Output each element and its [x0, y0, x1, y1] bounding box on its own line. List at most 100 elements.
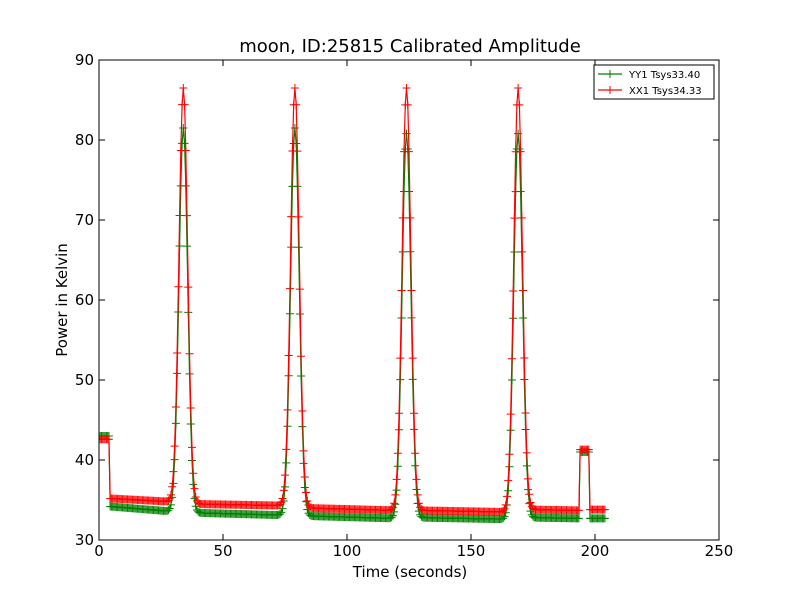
data-point	[509, 286, 518, 295]
data-point	[387, 513, 396, 522]
data-point	[525, 490, 534, 499]
plot-area	[99, 84, 609, 524]
series-markers	[99, 124, 609, 524]
data-point	[164, 496, 173, 505]
data-point	[191, 492, 200, 501]
data-point	[279, 486, 288, 495]
legend-label: YY1 Tsys33.40	[628, 70, 700, 81]
data-point	[520, 354, 529, 363]
data-point	[505, 450, 514, 459]
data-point	[502, 492, 511, 501]
data-point	[276, 510, 285, 519]
data-point	[181, 181, 190, 190]
data-point	[300, 472, 309, 481]
data-point	[287, 212, 296, 221]
x-tick-label: 100	[333, 542, 362, 560]
data-point	[278, 504, 287, 513]
data-point	[499, 506, 508, 515]
data-point	[519, 286, 528, 295]
y-tick-label: 50	[75, 371, 94, 389]
data-point	[574, 514, 583, 523]
data-point	[179, 124, 188, 132]
data-point	[184, 283, 193, 292]
data-point	[388, 503, 397, 512]
data-point	[170, 442, 179, 451]
data-point	[297, 352, 306, 361]
chart-title: moon, ID:25815 Calibrated Amplitude	[239, 36, 581, 57]
data-point	[173, 349, 182, 358]
data-point	[169, 479, 178, 488]
x-tick-label: 250	[705, 542, 734, 560]
data-point	[403, 100, 412, 109]
data-point	[283, 405, 292, 414]
data-point	[300, 483, 309, 492]
data-point	[514, 84, 523, 92]
data-point	[278, 494, 287, 503]
data-point	[174, 282, 183, 291]
data-point	[303, 496, 312, 505]
data-point	[514, 129, 523, 138]
data-point	[277, 508, 286, 517]
data-point	[522, 448, 531, 457]
data-point	[390, 499, 399, 508]
data-point	[395, 409, 404, 418]
data-point	[398, 213, 407, 222]
data-point	[293, 147, 302, 156]
data-point	[104, 435, 113, 444]
data-point	[185, 349, 194, 358]
legend-item: YY1 Tsys33.40	[598, 70, 700, 81]
data-point	[166, 490, 175, 499]
data-point	[409, 409, 418, 418]
x-tick-label: 150	[457, 542, 486, 560]
data-point	[411, 449, 420, 458]
data-point	[501, 500, 510, 509]
data-point	[412, 475, 421, 484]
data-point	[499, 514, 508, 523]
data-point	[183, 211, 192, 220]
legend-label: XX1 Tsys34.33	[629, 86, 702, 97]
data-point	[277, 498, 286, 507]
legend-marker	[606, 86, 614, 94]
data-point	[180, 139, 189, 148]
data-point	[584, 445, 593, 454]
y-tick-label: 60	[75, 291, 94, 309]
data-point	[407, 286, 416, 295]
data-point	[413, 490, 422, 499]
data-point	[189, 469, 198, 478]
data-point	[393, 449, 402, 458]
axis-ticks: 0 50 100 150 200 250 30 40 50 60 70 80 90	[75, 51, 733, 560]
data-point	[517, 213, 526, 222]
y-tick-label: 90	[75, 51, 94, 69]
series-xx1	[99, 84, 609, 516]
data-point	[294, 212, 303, 221]
data-point	[521, 408, 530, 417]
y-tick-label: 40	[75, 451, 94, 469]
data-point	[405, 187, 413, 196]
data-point	[168, 482, 177, 491]
data-point	[169, 467, 178, 476]
data-point	[414, 499, 423, 508]
data-point	[402, 129, 411, 138]
x-tick-label: 0	[94, 542, 104, 560]
data-point	[506, 410, 515, 419]
data-point	[285, 284, 294, 293]
data-point	[282, 445, 291, 454]
data-point	[180, 100, 189, 109]
data-point	[406, 213, 415, 222]
x-axis-label: Time (seconds)	[352, 563, 468, 581]
data-point	[190, 484, 199, 493]
data-point	[290, 84, 299, 92]
data-point	[276, 500, 285, 509]
data-point	[302, 488, 311, 497]
y-tick-label: 70	[75, 211, 94, 229]
series-yy1	[99, 124, 609, 524]
data-point	[281, 482, 289, 491]
data-point	[510, 214, 519, 223]
data-point	[524, 485, 533, 494]
data-point	[500, 512, 509, 521]
data-point	[299, 446, 308, 455]
data-point	[292, 100, 301, 109]
legend: YY1 Tsys33.40 XX1 Tsys34.33	[593, 64, 715, 100]
legend-box	[593, 64, 715, 100]
